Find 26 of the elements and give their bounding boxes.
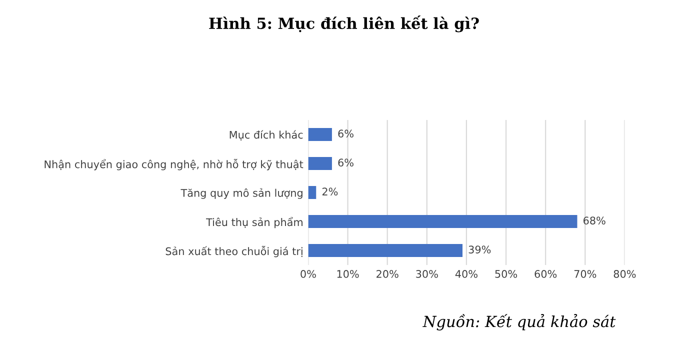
chart-title: Hình 5: Mục đích liên kết là gì? xyxy=(209,15,479,32)
text: Nguồn: Kết quả khảo sát xyxy=(422,314,616,330)
data-label: 6% xyxy=(338,130,354,138)
bar xyxy=(308,186,316,200)
y-tick-label: Nhận chuyển giao công nghệ, nhờ hỗ trợ kỹ thuật xyxy=(44,158,304,170)
x-tick-label: 0% xyxy=(300,270,316,278)
y-tick-label: Tiêu thụ sản phẩm xyxy=(206,217,302,228)
x-tick-label: 50% xyxy=(495,270,518,278)
x-tick-label: 30% xyxy=(416,270,438,278)
data-label: 6% xyxy=(338,158,354,167)
x-tick-label: 80% xyxy=(614,270,636,278)
x-tick-label: 20% xyxy=(376,270,398,278)
data-label: 39% xyxy=(468,246,491,254)
x-tick-label: 10% xyxy=(337,270,359,278)
y-tick-label: Tăng quy mô sản lượng xyxy=(180,188,302,199)
data-label: 2% xyxy=(322,188,338,196)
bar xyxy=(308,128,332,142)
y-tick-label: Sản xuất theo chuỗi giá trị xyxy=(166,246,302,258)
x-tick-label: 40% xyxy=(455,270,478,278)
y-tick-label: Mục đích khác xyxy=(230,130,303,140)
x-tick-label: 60% xyxy=(534,270,557,278)
bar xyxy=(308,156,332,170)
bar xyxy=(308,214,578,228)
bar xyxy=(308,244,463,257)
x-tick-label: 70% xyxy=(574,270,596,278)
data-label: 68% xyxy=(584,216,606,224)
